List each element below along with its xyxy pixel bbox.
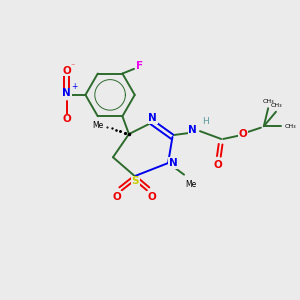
Text: O: O [62, 65, 71, 76]
Text: O: O [62, 114, 71, 124]
Text: O: O [112, 192, 121, 202]
Text: O: O [213, 160, 222, 170]
Text: Me: Me [185, 181, 197, 190]
Text: N: N [188, 125, 197, 135]
Text: N: N [62, 88, 71, 98]
Text: +: + [71, 82, 78, 91]
Text: S: S [132, 176, 139, 186]
Text: N: N [148, 113, 157, 123]
Text: CH₃: CH₃ [271, 103, 282, 108]
Text: O: O [148, 192, 157, 202]
Text: N: N [169, 158, 178, 168]
Text: Me: Me [92, 121, 104, 130]
Text: ⁻: ⁻ [71, 61, 75, 70]
Text: CH₃: CH₃ [262, 99, 274, 104]
Text: H: H [202, 117, 209, 126]
Text: O: O [238, 129, 247, 139]
Text: CH₃: CH₃ [285, 124, 296, 129]
Text: F: F [136, 61, 143, 71]
